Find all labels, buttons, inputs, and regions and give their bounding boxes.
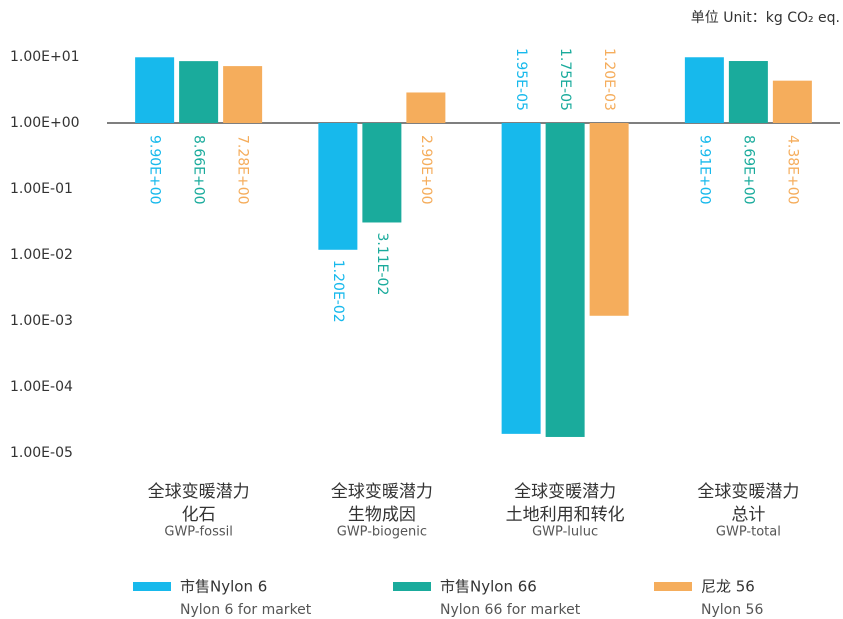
legend-swatch	[133, 582, 171, 591]
x-tick-label: 全球变暖潜力	[514, 482, 616, 502]
bar	[501, 123, 541, 434]
legend-label: 尼龙 56	[701, 578, 755, 596]
bar	[179, 61, 219, 123]
y-tick-label: 1.00E-03	[10, 313, 73, 329]
y-tick-label: 1.00E+01	[10, 49, 80, 65]
value-label: 1.75E-05	[557, 48, 573, 111]
bar	[589, 123, 629, 316]
x-tick-label-en: GWP-fossil	[164, 525, 232, 540]
x-tick-label: 土地利用和转化	[506, 505, 625, 525]
value-label: 3.11E-02	[374, 232, 390, 295]
value-label: 4.38E+00	[784, 135, 800, 205]
legend-label-en: Nylon 56	[701, 602, 763, 618]
bar	[772, 80, 812, 123]
bar	[545, 123, 585, 437]
y-tick-label: 1.00E-01	[10, 181, 73, 197]
x-tick-label: 化石	[182, 505, 216, 525]
x-tick-label: 总计	[731, 505, 765, 525]
legend-swatch	[393, 582, 431, 591]
x-tick-label-en: GWP-biogenic	[337, 525, 427, 540]
value-label: 2.90E+00	[418, 135, 434, 205]
bar	[406, 92, 446, 123]
legend-label: 市售Nylon 6	[180, 578, 267, 596]
x-tick-label-en: GWP-luluc	[532, 525, 598, 540]
value-label: 1.20E-03	[601, 48, 617, 111]
y-tick-label: 1.00E-05	[10, 445, 73, 461]
value-label: 9.90E+00	[147, 135, 163, 205]
value-label: 1.20E-02	[330, 260, 346, 323]
bar	[362, 123, 402, 223]
legend-label-en: Nylon 66 for market	[440, 602, 581, 618]
value-label: 8.69E+00	[740, 135, 756, 205]
y-tick-label: 1.00E-04	[10, 379, 73, 395]
legend-label: 市售Nylon 66	[440, 578, 537, 596]
bar	[135, 57, 175, 123]
x-tick-label: 全球变暖潜力	[331, 482, 433, 502]
x-tick-label: 全球变暖潜力	[148, 482, 250, 502]
value-label: 7.28E+00	[235, 135, 251, 205]
y-tick-label: 1.00E-02	[10, 247, 73, 263]
legend-label-en: Nylon 6 for market	[180, 602, 312, 618]
value-label: 1.95E-05	[513, 48, 529, 111]
value-label: 8.66E+00	[191, 135, 207, 205]
x-tick-label-en: GWP-total	[716, 525, 781, 540]
legend-swatch	[654, 582, 692, 591]
x-tick-label: 生物成因	[348, 505, 416, 525]
y-tick-label: 1.00E+00	[10, 115, 80, 131]
bar	[684, 57, 724, 123]
x-tick-label: 全球变暖潜力	[697, 482, 799, 502]
bar	[223, 66, 263, 123]
bar	[728, 61, 768, 123]
bar	[318, 123, 358, 250]
unit-label: 单位 Unit：kg CO₂ eq.	[691, 10, 840, 26]
value-label: 9.91E+00	[696, 135, 712, 205]
